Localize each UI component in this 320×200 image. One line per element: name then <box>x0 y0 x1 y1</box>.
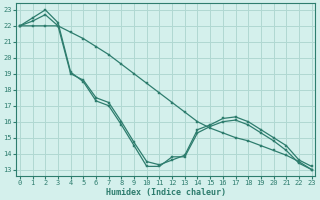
X-axis label: Humidex (Indice chaleur): Humidex (Indice chaleur) <box>106 188 226 197</box>
